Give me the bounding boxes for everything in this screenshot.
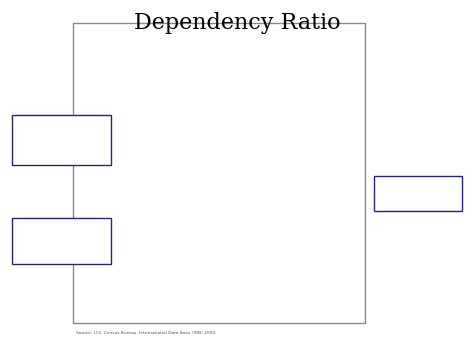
Bar <box>139 202 219 214</box>
Bar <box>219 187 301 200</box>
Bar <box>215 45 219 58</box>
Bar <box>219 102 256 114</box>
Bar <box>141 230 219 242</box>
Bar <box>219 88 251 100</box>
Bar <box>219 287 300 299</box>
Bar <box>137 244 219 256</box>
Text: Elderly population
65+ years of age: Elderly population 65+ years of age <box>20 121 100 140</box>
Bar <box>219 45 228 58</box>
Bar <box>136 258 219 271</box>
Text: Children 0-14
years of age: Children 0-14 years of age <box>20 224 78 243</box>
Text: Workforce: Workforce <box>384 181 433 190</box>
Bar <box>219 273 301 285</box>
Bar <box>191 102 219 114</box>
Bar <box>158 159 219 171</box>
Bar <box>219 116 262 129</box>
Bar <box>137 187 219 200</box>
Bar <box>219 74 242 86</box>
Bar <box>219 173 310 185</box>
Bar <box>182 116 219 129</box>
Bar <box>144 216 219 228</box>
Text: FEMALE: FEMALE <box>324 42 346 47</box>
Bar <box>139 287 219 299</box>
Bar <box>219 230 295 242</box>
Text: Dependency Ratio: Dependency Ratio <box>134 12 340 34</box>
Bar <box>219 131 267 143</box>
Bar <box>137 273 219 285</box>
Bar <box>210 60 219 72</box>
Bar <box>219 258 303 271</box>
Bar <box>219 60 236 72</box>
Bar <box>168 145 219 157</box>
Title: United States: 2000: United States: 2000 <box>183 34 272 44</box>
Text: Source: U.S. Census Bureau, International Data Base (IDB) 2000.: Source: U.S. Census Bureau, Internationa… <box>76 331 216 335</box>
X-axis label: Population (in millions): Population (in millions) <box>191 311 264 316</box>
Bar <box>219 145 275 157</box>
Bar <box>172 131 219 143</box>
Text: MALE: MALE <box>109 42 123 47</box>
Bar <box>203 74 219 86</box>
Bar <box>129 173 219 185</box>
Bar <box>196 88 219 100</box>
Bar <box>219 216 295 228</box>
Bar <box>219 159 285 171</box>
Bar <box>219 202 300 214</box>
Bar <box>219 244 300 256</box>
